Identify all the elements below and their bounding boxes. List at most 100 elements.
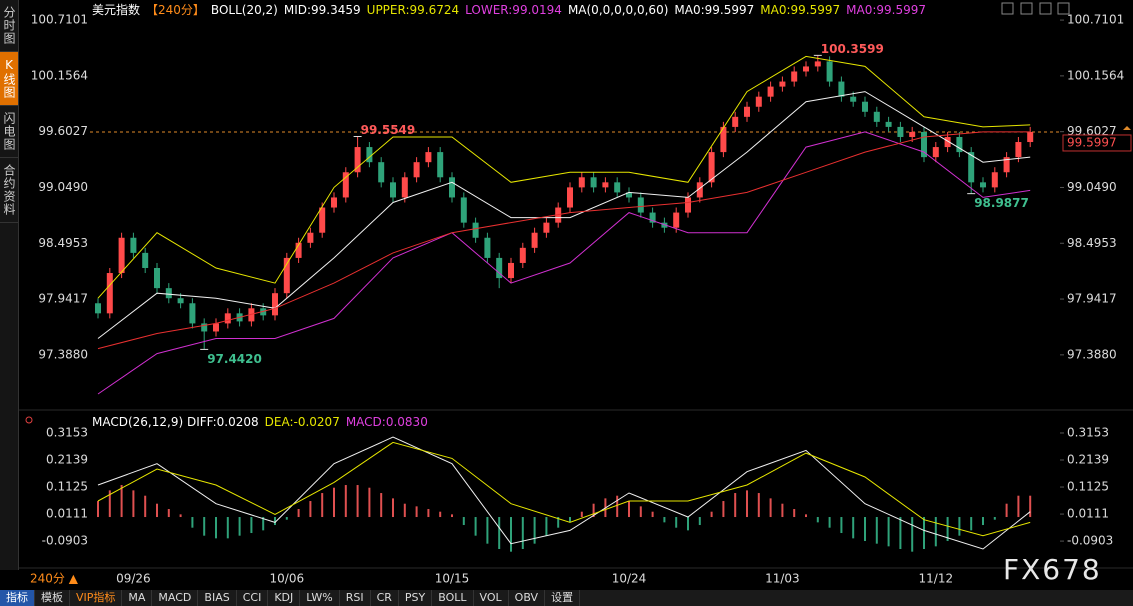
side-tab[interactable]: 闪电图 [0, 106, 18, 158]
toolbar-item[interactable]: BOLL [432, 590, 474, 606]
icon[interactable] [1001, 2, 1014, 15]
candle-body [862, 101, 868, 112]
toolbar-item[interactable]: VIP指标 [70, 590, 123, 606]
macd-bar [344, 485, 347, 518]
y-tick-label: 98.4953 [38, 236, 88, 250]
side-tab[interactable]: K线图 [0, 52, 18, 106]
toolbar-item[interactable]: VOL [474, 590, 509, 606]
y-tick-label: -0.0903 [42, 534, 88, 548]
toolbar-item[interactable]: MA [122, 590, 153, 606]
candle-body [449, 177, 455, 198]
candle-body [425, 152, 432, 163]
candle-body [885, 121, 892, 127]
toolbar-item[interactable]: LW% [300, 590, 340, 606]
macd-bar [899, 517, 902, 550]
candle-body [118, 237, 125, 274]
macd-bar [769, 498, 772, 518]
x-tick-label: 11/12 [919, 572, 954, 586]
toolbar-item[interactable]: 指标 [0, 590, 35, 606]
macd-bar [840, 517, 843, 534]
icon[interactable] [1020, 2, 1033, 15]
macd-bar [215, 517, 217, 539]
candle-body [814, 61, 821, 67]
macd-bar [639, 506, 642, 518]
x-tick-label: 10/24 [612, 572, 647, 586]
candle-body [519, 247, 526, 263]
macd-bar [569, 517, 571, 523]
candle-body [673, 212, 680, 228]
y-tick-label: 98.4953 [1067, 236, 1117, 250]
candle-body [1027, 131, 1034, 143]
x-tick-label: 09/26 [116, 572, 151, 586]
icon[interactable] [1057, 2, 1070, 15]
candle-body [578, 177, 585, 188]
macd-bar [392, 498, 394, 518]
candle-body [390, 182, 396, 198]
macd-bar [734, 493, 737, 518]
macd-bar [710, 511, 713, 518]
toolbar-item[interactable]: 设置 [545, 590, 581, 606]
candle-body [791, 71, 798, 82]
candle-body [826, 61, 833, 82]
macd-bar [982, 517, 984, 526]
toolbar-item[interactable]: OBV [509, 590, 546, 606]
macd-bar [156, 503, 158, 518]
candle-body [614, 182, 621, 193]
last-price-box [1062, 134, 1132, 152]
legend-item: MA0:99.5997 [846, 3, 926, 17]
toolbar-icons[interactable] [1001, 2, 1070, 15]
candle-body [732, 116, 739, 127]
toolbar-item[interactable]: CCI [237, 590, 269, 606]
candle-body [224, 313, 231, 324]
x-tick-label: 10/15 [435, 572, 470, 586]
macd-bar [592, 503, 595, 518]
candle-body [106, 273, 113, 314]
macd-bar [203, 517, 206, 536]
annotation: 98.9877 [974, 196, 1029, 210]
macd-bar [380, 493, 383, 518]
legend-item: UPPER:99.6724 [367, 3, 459, 17]
period-button[interactable]: 240分 ▲ [30, 572, 79, 586]
candle-body [484, 237, 491, 258]
candle-body [567, 187, 573, 208]
macd-bar [828, 517, 831, 528]
toolbar-item[interactable]: 模板 [35, 590, 70, 606]
candle-body [921, 131, 927, 158]
x-tick-label: 11/03 [765, 572, 800, 586]
macd-bar [486, 517, 489, 544]
candle-body [838, 81, 845, 97]
price-arrow [1123, 125, 1131, 130]
macd-bar [510, 517, 512, 552]
toolbar-item[interactable]: RSI [340, 590, 371, 606]
macd-bar [427, 509, 430, 518]
toolbar-item[interactable]: MACD [152, 590, 199, 606]
candle-body [779, 81, 786, 87]
candle-body [708, 152, 715, 183]
macd-bar [687, 517, 689, 531]
macd-bar [274, 517, 276, 526]
candle-body [307, 232, 314, 243]
indicator-line [97, 436, 1031, 550]
candle-body [590, 177, 597, 188]
side-tab[interactable]: 分时图 [0, 0, 18, 52]
toolbar-item[interactable]: CR [371, 590, 399, 606]
macd-bar [462, 517, 465, 526]
macd-bar [864, 517, 866, 542]
macd-bar [545, 517, 548, 536]
macd-bar [722, 501, 725, 518]
y-tick-label: 99.0490 [38, 180, 88, 194]
side-tab[interactable]: 合约资料 [0, 158, 18, 223]
toolbar-item[interactable]: BIAS [198, 590, 237, 606]
toolbar-item[interactable]: PSY [399, 590, 433, 606]
y-tick-label: 100.1564 [31, 68, 88, 82]
toolbar-item[interactable]: KDJ [268, 590, 301, 606]
y-tick-label: 0.3153 [1067, 425, 1109, 439]
candle-body [873, 111, 880, 122]
legend-item: MACD(26,12,9) DIFF:0.0208 [92, 415, 259, 429]
icon[interactable] [1039, 2, 1052, 15]
legend-item: MACD:0.0830 [346, 415, 428, 429]
candle-body [932, 147, 939, 158]
settings-dot[interactable] [25, 416, 33, 424]
macd-bar [1017, 495, 1020, 518]
macd-bar [474, 517, 477, 536]
